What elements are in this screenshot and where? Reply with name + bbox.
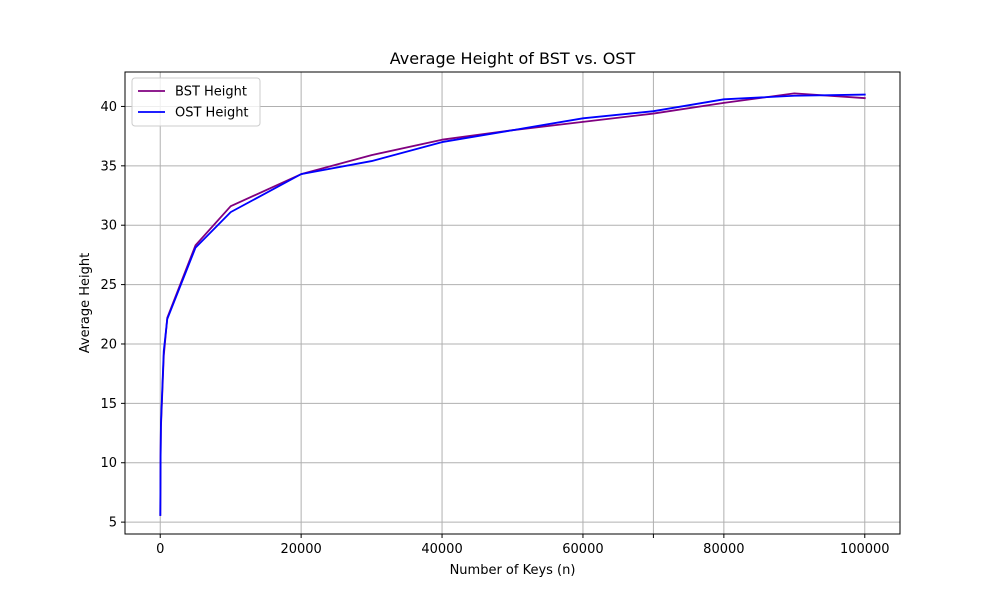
y-tick-label: 20	[100, 337, 117, 352]
y-axis: 5 10 15 20 25 30 35 40	[100, 100, 125, 531]
legend-label-bst: BST Height	[175, 85, 247, 100]
x-tick-label: 0	[156, 542, 164, 557]
x-tick-label: 100000	[840, 542, 890, 557]
y-tick-label: 10	[100, 456, 117, 471]
x-tick-label: 60000	[562, 542, 603, 557]
x-axis-label: Number of Keys (n)	[450, 563, 576, 578]
x-tick-label: 80000	[703, 542, 744, 557]
y-tick-label: 30	[100, 219, 117, 234]
y-tick-label: 25	[100, 278, 117, 293]
y-axis-label: Average Height	[78, 253, 93, 354]
x-tick-label: 20000	[280, 542, 321, 557]
y-tick-label: 5	[109, 516, 117, 531]
legend-box	[131, 77, 261, 127]
y-gridlines	[125, 105, 900, 523]
y-tick-label: 15	[100, 397, 117, 412]
series-line-ost	[159, 93, 866, 516]
x-tick-label: 40000	[421, 542, 462, 557]
y-tick-label: 35	[100, 159, 117, 174]
chart-title: Average Height of BST vs. OST	[390, 49, 636, 68]
x-axis: 0 20000 40000 60000 80000 100000	[156, 534, 890, 557]
series-layer	[159, 92, 866, 516]
plot-frame	[124, 71, 901, 535]
legend: BST Height OST Height	[131, 77, 261, 127]
y-tick-label: 40	[100, 100, 117, 115]
legend-label-ost: OST Height	[175, 106, 249, 121]
plot-area	[125, 72, 900, 534]
x-gridlines	[159, 72, 866, 534]
